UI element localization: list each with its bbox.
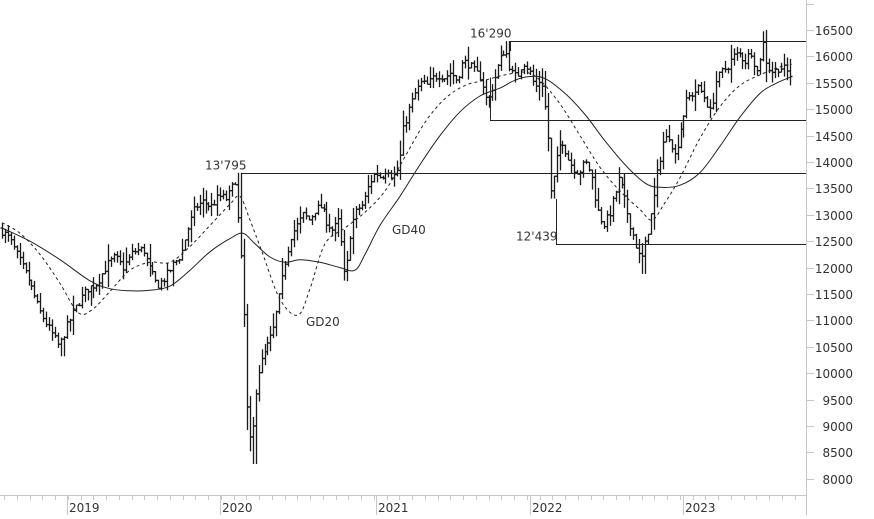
gd40-line <box>1 75 793 292</box>
y-tick-label: 14000 <box>815 156 853 170</box>
gd20-line <box>1 63 793 316</box>
y-tick-label: 9000 <box>822 420 853 434</box>
y-tick-label: 16500 <box>815 24 853 38</box>
y-tick-label: 16000 <box>815 50 853 64</box>
y-tick-label: 8000 <box>822 473 853 487</box>
ohlc-bars <box>0 30 793 464</box>
annotations: GD20 GD40 <box>306 223 426 329</box>
support-resistance-lines: 13'795 16'290 12'439 <box>205 27 806 245</box>
gd40-label: GD40 <box>392 223 426 237</box>
y-tick-label: 14500 <box>815 130 853 144</box>
y-tick-label: 13000 <box>815 209 853 223</box>
level-label: 16'290 <box>470 27 511 41</box>
y-tick-label: 11000 <box>815 314 853 328</box>
y-tick-label: 8500 <box>822 446 853 460</box>
level-label: 13'795 <box>205 159 246 173</box>
x-tick-label: 2020 <box>222 501 253 515</box>
y-tick-label: 15500 <box>815 77 853 91</box>
y-tick-label: 10500 <box>815 341 853 355</box>
y-tick-label: 11500 <box>815 288 853 302</box>
x-tick-label: 2022 <box>532 501 563 515</box>
x-tick-label: 2021 <box>378 501 409 515</box>
y-tick-label: 9500 <box>822 394 853 408</box>
y-axis: 8000 8500 9000 9500 10000 10500 11000 11500 1200… <box>806 0 853 515</box>
y-tick-label: 12500 <box>815 235 853 249</box>
y-tick-label: 15000 <box>815 103 853 117</box>
x-axis: 2019 2020 2021 2022 2023 <box>0 495 806 515</box>
x-tick-label: 2023 <box>685 501 716 515</box>
gd20-label: GD20 <box>306 315 340 329</box>
x-tick-label: 2019 <box>69 501 100 515</box>
y-tick-label: 12000 <box>815 262 853 276</box>
y-tick-label: 13500 <box>815 182 853 196</box>
y-tick-label: 10000 <box>815 367 853 381</box>
level-label: 12'439 <box>516 230 557 244</box>
